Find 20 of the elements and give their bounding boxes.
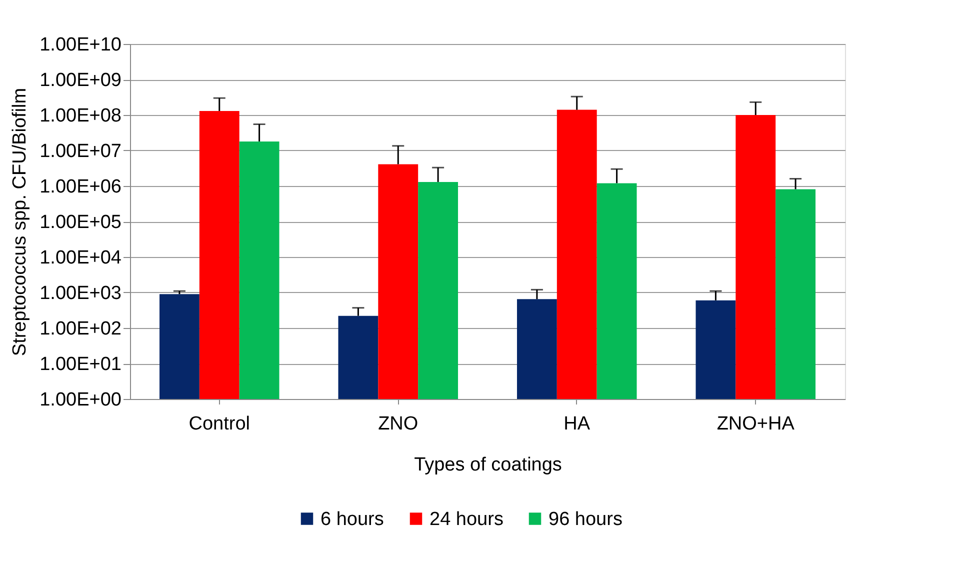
- y-tick-label: 1.00E+07: [40, 141, 122, 162]
- y-tick-label: 1.00E+10: [40, 34, 122, 56]
- y-tick-label: 1.00E+05: [40, 212, 122, 233]
- legend-label: 24 hours: [430, 508, 504, 530]
- x-axis-title: Types of coatings: [414, 454, 562, 476]
- y-tick-label: 1.00E+09: [40, 70, 122, 91]
- y-tick-label: 1.00E+02: [40, 318, 122, 340]
- legend-label: 96 hours: [548, 508, 622, 530]
- x-tick-label: ZNO+HA: [716, 414, 795, 434]
- y-tick-label: 1.00E+00: [40, 390, 122, 410]
- y-tick-label: 1.00E+08: [40, 106, 122, 126]
- x-tick-label: ZNO: [378, 414, 418, 434]
- y-tick-label: 1.00E+01: [40, 354, 122, 375]
- y-tick-label: 1.00E+03: [40, 283, 122, 304]
- x-tick-label: Control: [188, 414, 250, 434]
- y-axis-title: Streptococcus spp. CFU/Biofilm: [10, 88, 31, 356]
- y-tick-label: 1.00E+04: [40, 248, 122, 268]
- legend-label: 6 hours: [320, 508, 384, 530]
- y-tick-label: 1.00E+06: [40, 176, 122, 198]
- x-tick-label: HA: [564, 414, 590, 434]
